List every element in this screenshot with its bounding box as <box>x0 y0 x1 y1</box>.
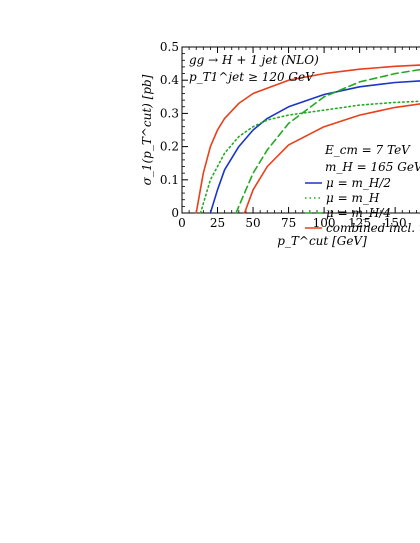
axis-labels: 025507510012515017500.10.20.30.40.5p_T^c… <box>140 40 420 248</box>
annotation-0: gg → H + 1 jet (NLO) <box>189 53 319 67</box>
series-layer <box>195 64 420 214</box>
y-tick-label: 0.2 <box>160 140 179 154</box>
legend-label-3: combined incl. unc <box>326 221 420 235</box>
y-axis-title: σ_1(p_T^cut) [pb] <box>140 74 154 185</box>
legend-label-2: μ = m_H/4 <box>326 206 391 220</box>
legend-label-0: μ = m_H/2 <box>326 176 391 190</box>
annotation-layer: gg → H + 1 jet (NLO) p_T1^jet ≥ 120 GeV E_… <box>189 53 420 174</box>
y-tick-label: 0.3 <box>160 106 179 120</box>
y-tick-label: 0.4 <box>160 73 179 87</box>
x-tick-label: 50 <box>245 216 260 230</box>
series-line-1 <box>199 100 420 214</box>
x-tick-label: 150 <box>384 216 407 230</box>
annotation-2: E_cm = 7 TeV <box>324 143 411 157</box>
annotation-3: m_H = 165 GeV <box>325 160 420 174</box>
x-tick-label: 75 <box>281 216 296 230</box>
x-tick-label: 125 <box>348 216 371 230</box>
annotation-1: p_T1^jet ≥ 120 GeV <box>189 70 315 84</box>
x-tick-label: 0 <box>178 216 186 230</box>
legend-label-1: μ = m_H <box>326 191 380 205</box>
x-tick-label: 100 <box>313 216 336 230</box>
axis-ticks <box>181 46 417 214</box>
y-tick-label: 0.5 <box>160 40 179 54</box>
y-tick-label: 0.1 <box>160 173 179 187</box>
series-line-2 <box>235 68 420 214</box>
series-line-3 <box>195 64 420 214</box>
series-line-0 <box>209 80 420 214</box>
series-line-4 <box>243 103 420 214</box>
y-tick-label: 0 <box>171 206 179 220</box>
x-tick-label: 25 <box>210 216 225 230</box>
x-axis-title: p_T^cut [GeV] <box>277 234 367 248</box>
